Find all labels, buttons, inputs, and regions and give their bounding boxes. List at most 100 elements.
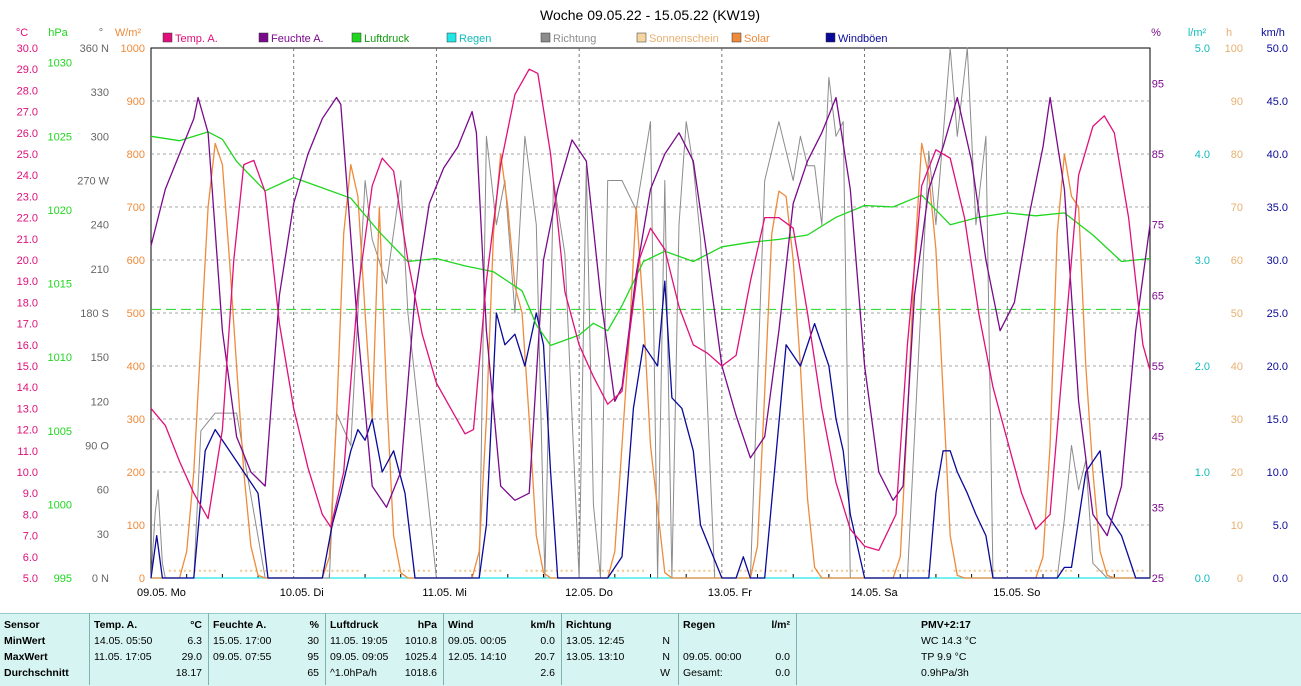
x-tick-label: 12.05. Do xyxy=(565,587,613,599)
tick-humidity: 85 xyxy=(1152,149,1164,161)
legend-label: Solar xyxy=(744,33,770,45)
tick-temp: 29.0 xyxy=(17,64,38,76)
rain-header: Regen xyxy=(683,619,716,631)
tick-wind: 40.0 xyxy=(1267,149,1288,161)
tick-temp: 25.0 xyxy=(17,149,38,161)
tick-direction: 300 xyxy=(91,131,109,143)
tick-wind: 0.0 xyxy=(1273,573,1288,585)
rain-total-value: 0.0 xyxy=(775,667,790,679)
unit-sun: h xyxy=(1226,27,1232,39)
legend-swatch xyxy=(258,32,269,43)
tick-temp: 9.0 xyxy=(23,488,38,500)
tick-solar: 900 xyxy=(127,96,145,108)
tick-direction: 330 xyxy=(91,87,109,99)
tick-rain: 4.0 xyxy=(1195,149,1210,161)
pmv-pressure-trend: 0.9hPa/3h xyxy=(921,667,969,679)
tick-solar: 500 xyxy=(127,308,145,320)
rain-max-time: 09.05. 00:00 xyxy=(683,651,742,663)
humidity-header: Feuchte A. xyxy=(213,619,267,631)
tick-humidity: 75 xyxy=(1152,220,1164,232)
tick-direction: 60 xyxy=(97,485,109,497)
legend-label: Windböen xyxy=(838,33,888,45)
tick-temp: 15.0 xyxy=(17,361,38,373)
tick-temp: 28.0 xyxy=(17,85,38,97)
tick-solar: 100 xyxy=(127,520,145,532)
x-tick-label: 11.05. Mi xyxy=(422,587,466,599)
tick-direction: 30 xyxy=(97,529,109,541)
legend-label: Sonnenschein xyxy=(649,33,719,45)
tick-direction: 180 S xyxy=(80,308,109,320)
tick-sun: 90 xyxy=(1231,96,1243,108)
row-label-max: MaxWert xyxy=(4,651,48,663)
pressure-min-value: 1010.8 xyxy=(404,635,437,647)
tick-solar: 300 xyxy=(127,414,145,426)
tick-temp: 13.0 xyxy=(17,403,38,415)
rain-max-value: 0.0 xyxy=(775,651,790,663)
temp-avg-value: 18.17 xyxy=(175,667,202,679)
sensor-header: Sensor xyxy=(4,619,40,631)
tick-temp: 26.0 xyxy=(17,128,38,140)
series-temp-a xyxy=(150,68,1151,552)
tick-humidity: 95 xyxy=(1152,78,1164,90)
tick-wind: 5.0 xyxy=(1273,520,1288,532)
pressure-max-value: 1025.4 xyxy=(404,651,437,663)
temp-min-time: 14.05. 05:50 xyxy=(94,635,153,647)
x-tick-label: 15.05. So xyxy=(993,587,1040,599)
humidity-max-time: 09.05. 07:55 xyxy=(213,651,272,663)
tick-direction: 240 xyxy=(91,220,109,232)
series-windböen xyxy=(150,280,1150,579)
tick-wind: 15.0 xyxy=(1267,414,1288,426)
tick-rain: 2.0 xyxy=(1195,361,1210,373)
direction-header: Richtung xyxy=(566,619,612,631)
tick-wind: 10.0 xyxy=(1267,467,1288,479)
tick-temp: 18.0 xyxy=(17,297,38,309)
legend-label: Feuchte A. xyxy=(271,33,324,45)
stats-col-wind: Wind km/h 09.05. 00:05 0.0 12.05. 14:10 … xyxy=(443,613,561,685)
direction-min-value: N xyxy=(662,635,670,647)
tick-solar: 800 xyxy=(127,149,145,161)
tick-sun: 60 xyxy=(1231,255,1243,267)
series-richtung xyxy=(150,47,1150,579)
legend-swatch xyxy=(446,32,457,43)
tick-humidity: 55 xyxy=(1152,361,1164,373)
temp-max-value: 29.0 xyxy=(181,651,202,663)
wind-max-value: 20.7 xyxy=(534,651,555,663)
x-tick-label: 13.05. Fr xyxy=(708,587,752,599)
tick-temp: 30.0 xyxy=(17,43,38,55)
legend-swatch xyxy=(636,32,647,43)
unit-temp: °C xyxy=(16,27,28,39)
tick-temp: 10.0 xyxy=(17,467,38,479)
chart-title: Woche 09.05.22 - 15.05.22 (KW19) xyxy=(540,7,760,23)
direction-max-time: 13.05. 13:10 xyxy=(566,651,625,663)
x-tick-label: 09.05. Mo xyxy=(137,587,186,599)
unit-rain: l/m² xyxy=(1188,27,1207,39)
tick-rain: 1.0 xyxy=(1195,467,1210,479)
tick-wind: 35.0 xyxy=(1267,202,1288,214)
rain-total-label: Gesamt: xyxy=(683,667,723,679)
tick-temp: 5.0 xyxy=(23,573,38,585)
tick-solar: 400 xyxy=(127,361,145,373)
pressure-max-time: 09.05. 09:05 xyxy=(330,651,389,663)
tick-temp: 20.0 xyxy=(17,255,38,267)
wind-min-value: 0.0 xyxy=(540,635,555,647)
weather-chart: Woche 09.05.22 - 15.05.22 (KW19) Temp. A.… xyxy=(16,7,1288,599)
humidity-min-time: 15.05. 17:00 xyxy=(213,635,272,647)
tick-temp: 19.0 xyxy=(17,276,38,288)
unit-humidity: % xyxy=(1151,27,1161,39)
tick-sun: 70 xyxy=(1231,202,1243,214)
tick-solar: 200 xyxy=(127,467,145,479)
humidity-unit: % xyxy=(309,619,319,631)
tick-direction: 0 N xyxy=(92,573,109,585)
wind-unit: km/h xyxy=(530,619,555,631)
pressure-unit: hPa xyxy=(417,619,437,631)
tick-pressure: 1015 xyxy=(48,279,72,291)
tick-wind: 30.0 xyxy=(1267,255,1288,267)
pressure-trend: ^1.0hPa/h xyxy=(330,667,377,679)
stats-col-direction: Richtung 13.05. 12:45 N 13.05. 13:10 N W xyxy=(561,613,678,685)
tick-sun: 50 xyxy=(1231,308,1243,320)
tick-sun: 40 xyxy=(1231,361,1243,373)
tick-temp: 12.0 xyxy=(17,425,38,437)
tick-pressure: 1025 xyxy=(48,131,72,143)
tick-pressure: 1030 xyxy=(48,58,72,70)
tick-direction: 150 xyxy=(91,352,109,364)
